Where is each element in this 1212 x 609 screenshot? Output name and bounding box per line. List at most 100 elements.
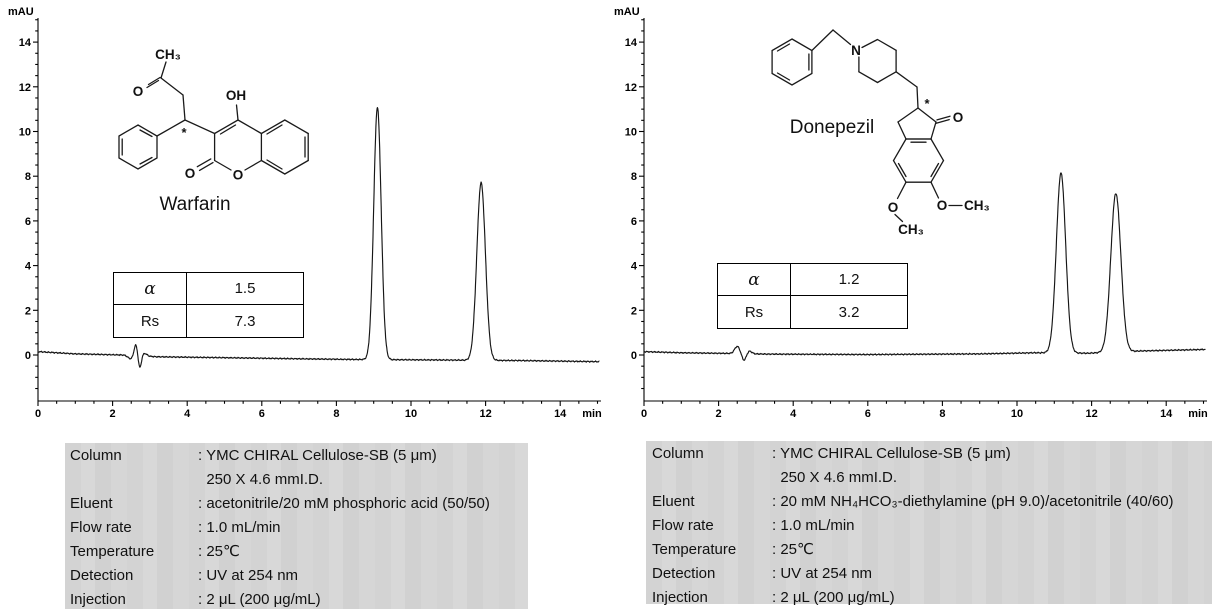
ketone-oxygen-label: O (133, 84, 144, 99)
methoxy-right-methyl-label: CH₃ (964, 198, 990, 213)
condition-label: Injection (652, 588, 708, 606)
chromatogram-panel-warfarin: mAU min 0 2 4 6 8 10 12 14 0 2 4 6 8 10 12 14 (8, 6, 602, 420)
condition-value: : 20 mM NH₄HCO₃-diethylamine (pH 9.0)/ac… (772, 492, 1174, 510)
y-tick-label: 4 (25, 261, 32, 273)
ketone-oxygen-label: O (953, 110, 964, 125)
methoxy-left-oxygen-label: O (888, 200, 899, 215)
rs-label: Rs (114, 305, 187, 337)
condition-value: : 1.0 mL/min (198, 518, 281, 536)
nitrogen-label: N (851, 43, 861, 58)
selectivity-table-warfarin: α 1.5 Rs 7.3 (113, 272, 304, 338)
condition-row: Column : YMC CHIRAL Cellulose-SB (5 μm) (65, 443, 528, 467)
condition-row: Temperature : 25℃ (646, 537, 1212, 561)
alpha-value: 1.2 (791, 264, 907, 296)
x-tick-label: 4 (184, 408, 191, 420)
condition-value: : 25℃ (198, 543, 240, 560)
condition-label: Temperature (70, 542, 155, 560)
methoxy-right-oxygen-label: O (937, 198, 948, 213)
donepezil-structure: N * O O CH₃ O CH₃ Donepezil (771, 29, 990, 237)
x-tick-label: 4 (790, 408, 797, 420)
condition-label: Flow rate (70, 518, 132, 536)
y-tick-label: 4 (631, 261, 638, 273)
condition-value: : 25℃ (772, 541, 814, 558)
rs-value: 3.2 (838, 303, 860, 321)
y-tick-label: 10 (19, 127, 31, 139)
y-tick-label: 0 (631, 350, 637, 362)
x-tick-label: 0 (641, 408, 647, 420)
condition-value: 250 X 4.6 mmI.D. (198, 470, 324, 488)
stereocenter-mark: * (181, 125, 187, 140)
y-tick-label: 14 (19, 37, 32, 49)
molecule-name-warfarin: Warfarin (159, 194, 230, 215)
methoxy-left-methyl-label: CH₃ (898, 222, 924, 237)
y-tick-label: 6 (631, 216, 637, 228)
x-tick-label: 12 (1085, 408, 1097, 420)
warfarin-structure: CH₃ O OH * O O Warfarin (118, 47, 309, 215)
warfarin-bonds (118, 61, 309, 175)
condition-row: Detection : UV at 254 nm (65, 563, 528, 587)
alpha-symbol: α (114, 273, 187, 305)
x-tick-label: 6 (259, 408, 265, 420)
condition-label: Temperature (652, 540, 737, 558)
x-tick-label: 12 (479, 408, 491, 420)
x-tick-label: 10 (1011, 408, 1023, 420)
methyl-label: CH₃ (155, 47, 181, 62)
chromatogram-panel-donepezil: mAU min 0 2 4 6 8 10 12 14 0 2 4 6 8 10 12 14 (614, 6, 1208, 420)
alpha-symbol: α (718, 264, 791, 296)
condition-label: Eluent (70, 494, 113, 512)
x-tick-label: 0 (35, 408, 41, 420)
x-tick-label: 8 (333, 408, 339, 420)
condition-row: Column : YMC CHIRAL Cellulose-SB (5 μm) (646, 441, 1212, 465)
x-tick-label: 2 (110, 408, 116, 420)
chromatogram-trace (643, 172, 1206, 361)
condition-value: : YMC CHIRAL Cellulose-SB (5 μm) (198, 446, 437, 464)
y-tick-label: 12 (19, 82, 31, 94)
conditions-panel-donepezil: Column : YMC CHIRAL Cellulose-SB (5 μm) … (646, 441, 1212, 606)
condition-value: : YMC CHIRAL Cellulose-SB (5 μm) (772, 444, 1011, 462)
condition-row: Flow rate : 1.0 mL/min (65, 515, 528, 539)
donepezil-bonds (771, 29, 963, 223)
hydroxyl-label: OH (226, 88, 246, 103)
condition-label: Injection (70, 590, 126, 608)
y-tick-label: 8 (631, 171, 637, 183)
condition-row: Injection : 2 μL (200 μg/mL) (65, 587, 528, 609)
y-tick-label: 12 (625, 82, 637, 94)
rs-label: Rs (718, 296, 791, 328)
x-axis-unit-label: min (582, 408, 602, 420)
condition-value: : 1.0 mL/min (772, 516, 855, 534)
rs-value: 7.3 (234, 312, 256, 330)
condition-value: : UV at 254 nm (772, 564, 873, 582)
ring-oxygen-label: O (233, 168, 244, 183)
condition-row: Eluent : acetonitrile/20 mM phosphoric a… (65, 491, 528, 515)
alpha-value: 1.5 (187, 273, 303, 305)
lactone-oxygen-label: O (185, 166, 196, 181)
x-tick-label: 6 (865, 408, 871, 420)
condition-row: Injection : 2 μL (200 μg/mL) (646, 585, 1212, 609)
chromatogram-trace (37, 107, 600, 368)
selectivity-table-donepezil: α 1.2 Rs 3.2 (717, 263, 908, 329)
axis-layer: 0 2 4 6 8 10 12 14 0 2 4 6 8 10 12 14 (625, 18, 1207, 420)
condition-value: : 2 μL (200 μg/mL) (198, 590, 321, 608)
condition-row: Temperature : 25℃ (65, 539, 528, 563)
y-tick-label: 2 (25, 305, 31, 317)
condition-value: 250 X 4.6 mmI.D. (772, 468, 898, 486)
axis-layer: 0 2 4 6 8 10 12 14 0 2 4 6 8 10 12 14 (19, 18, 601, 420)
y-tick-label: 10 (625, 127, 637, 139)
x-tick-label: 8 (939, 408, 945, 420)
y-tick-label: 6 (25, 216, 31, 228)
y-axis-unit-label: mAU (614, 6, 640, 18)
condition-row: Flow rate : 1.0 mL/min (646, 513, 1212, 537)
y-tick-label: 0 (25, 350, 31, 362)
x-tick-label: 14 (1160, 408, 1173, 420)
stereocenter-mark: * (924, 96, 930, 111)
y-tick-label: 2 (631, 305, 637, 317)
condition-row: Detection : UV at 254 nm (646, 561, 1212, 585)
condition-label: Detection (652, 564, 716, 582)
condition-value: : UV at 254 nm (198, 566, 299, 584)
condition-value: : 2 μL (200 μg/mL) (772, 588, 895, 606)
y-tick-label: 8 (25, 171, 31, 183)
condition-row: 250 X 4.6 mmI.D. (65, 467, 528, 491)
x-tick-label: 2 (716, 408, 722, 420)
condition-label: Column (70, 446, 122, 464)
y-tick-label: 14 (625, 37, 638, 49)
